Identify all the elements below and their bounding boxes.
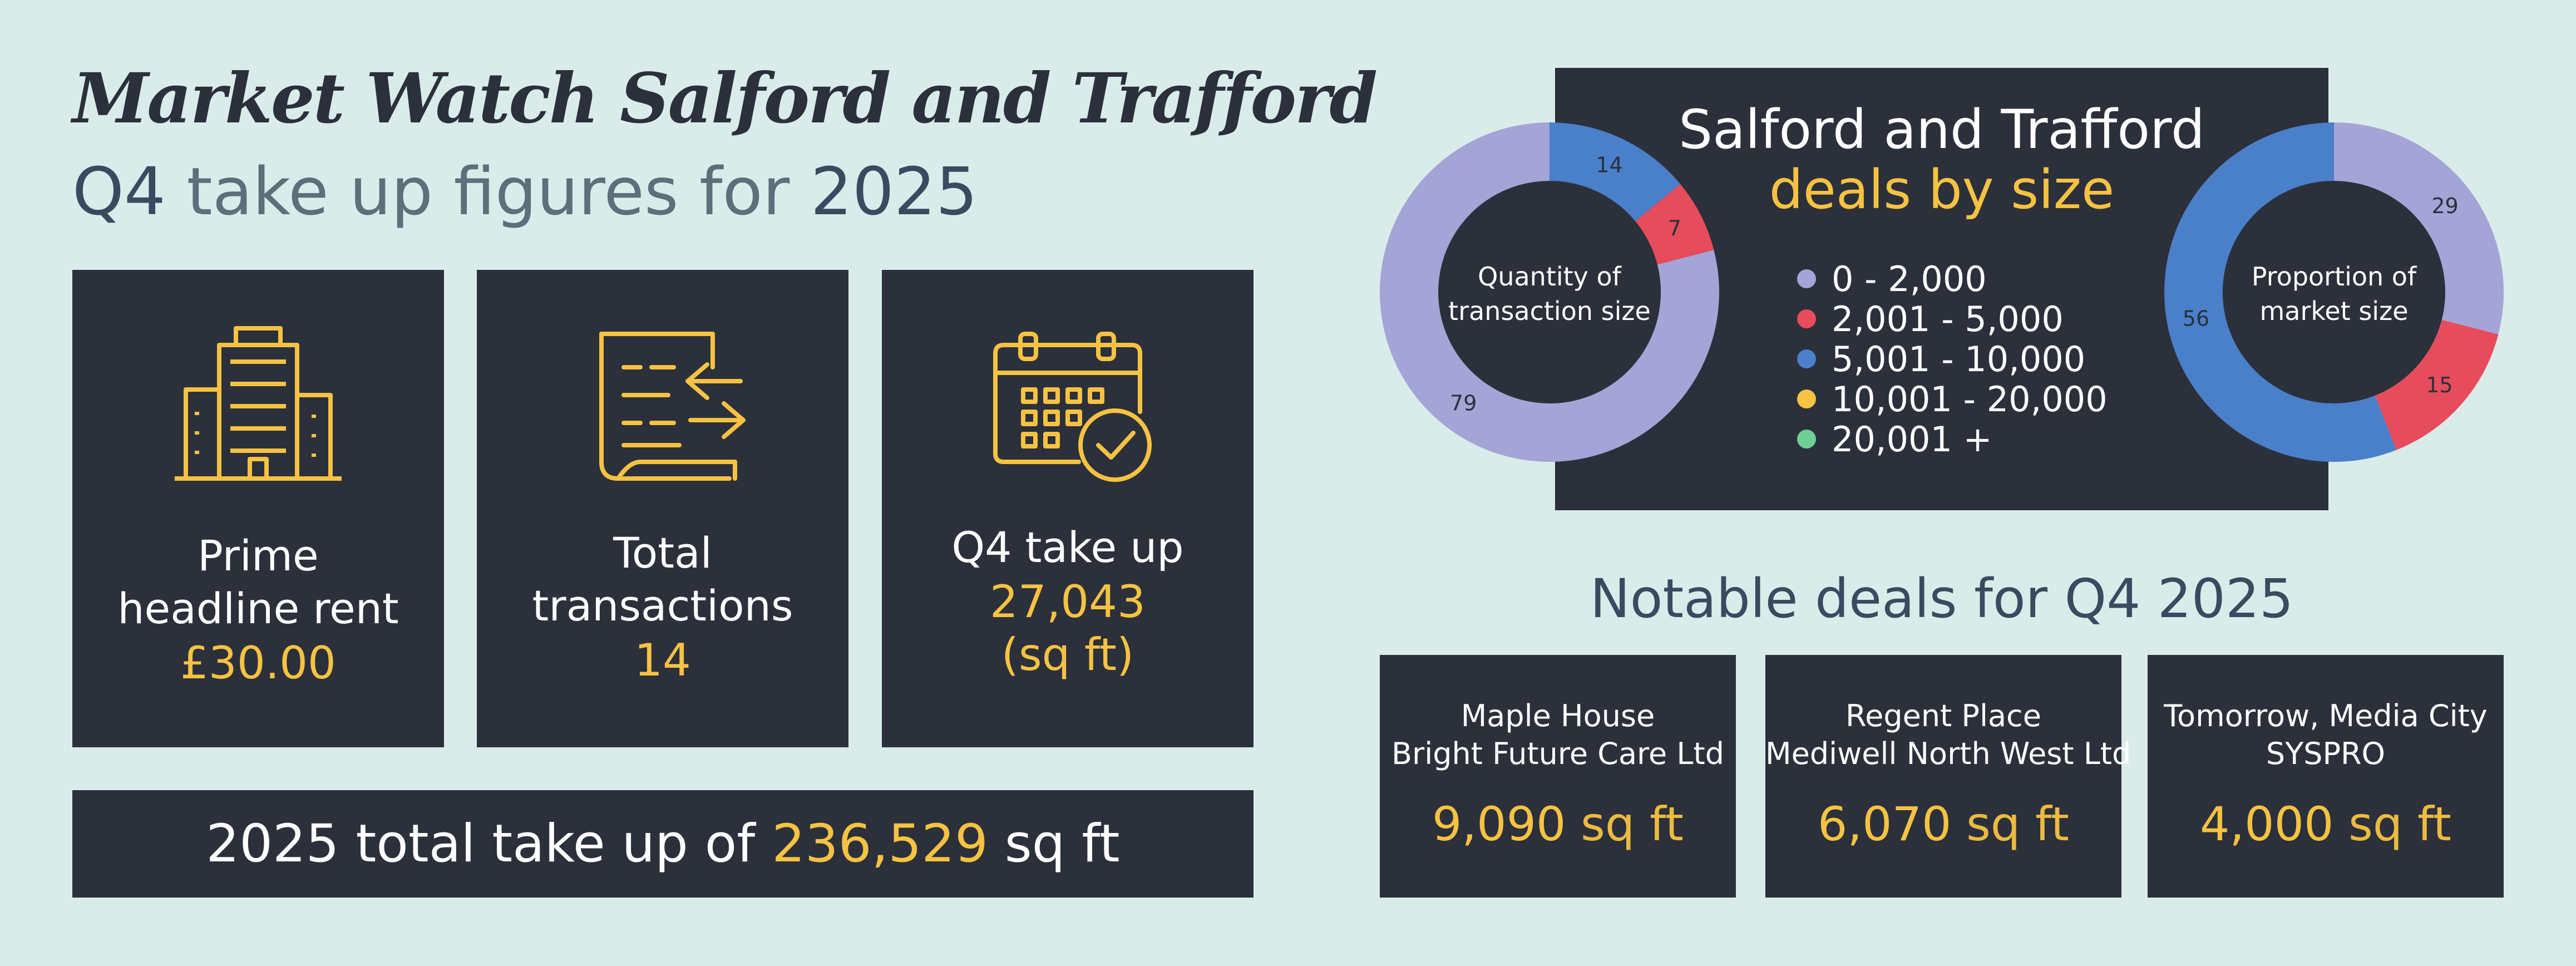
page-title: Market Watch Salford and Trafford [72, 58, 1378, 139]
subtitle-year: 2025 [810, 153, 978, 230]
notable-deals-title: Notable deals for Q4 2025 [1590, 568, 2294, 630]
q4-take-up-label: Q4 take up [951, 523, 1184, 572]
size-legend: 0 - 2,000 2,001 - 5,000 5,001 - 10,000 1… [1797, 259, 2108, 460]
legend-item: 2,001 - 5,000 [1797, 299, 2108, 339]
document-transactions-icon [477, 312, 848, 501]
deals-by-size-title-line1: Salford and Trafford [1679, 98, 2205, 161]
deal-tenant: Mediwell North West Ltd [1765, 736, 2131, 771]
transactions-line1: Total [613, 528, 712, 578]
deal-size-value: 6,070 [1817, 797, 1952, 851]
prime-rent-line2: headline rent [117, 584, 399, 633]
legend-swatch [1797, 349, 1816, 368]
prime-rent-line1: Prime [198, 531, 319, 580]
notable-deal-card: Maple House Bright Future Care Ltd 9,090… [1380, 655, 1736, 898]
donut-slice [2334, 122, 2504, 334]
total-take-up-value: 236,529 [772, 814, 988, 874]
market-size-donut-chart: 29 15 56 Proportion of market size [2164, 122, 2504, 462]
legend-swatch [1797, 309, 1816, 328]
legend-label: 5,001 - 10,000 [1832, 338, 2086, 379]
deal-location: Tomorrow, Media City [2164, 698, 2488, 733]
quantity-donut-chart: 79 7 14 Quantity of transaction size [1380, 122, 1719, 462]
legend-item: 0 - 2,000 [1797, 259, 2108, 299]
total-take-up-prefix: 2025 total take up of [206, 814, 772, 874]
deal-location: Regent Place [1845, 698, 2041, 733]
deal-size-value: 9,090 [1432, 797, 1566, 851]
legend-item: 20,001 + [1797, 418, 2108, 460]
legend-swatch [1797, 269, 1816, 288]
donut-slice [1635, 184, 1714, 265]
notable-deal-card: Regent Place Mediwell North West Ltd 6,0… [1765, 655, 2131, 898]
notable-deal-card: Tomorrow, Media City SYSPRO 4,000 sq ft [2148, 655, 2504, 898]
donut-hole [2223, 181, 2445, 403]
q4-take-up-card: Q4 take up 27,043 (sq ft) [882, 270, 1254, 747]
donut-slice [2164, 122, 2397, 462]
donut-slice-label: 56 [2183, 306, 2209, 331]
deal-size: 9,090 sq ft [1380, 797, 1736, 851]
subtitle-quarter: Q4 [72, 153, 166, 230]
q4-take-up-unit: (sq ft) [1001, 629, 1134, 681]
deal-size-unit: sq ft [2333, 797, 2451, 851]
deal-size-unit: sq ft [1566, 797, 1684, 851]
legend-swatch [1797, 430, 1816, 448]
page-subtitle: Q4 take up figures for 2025 [72, 153, 978, 230]
total-take-up-suffix: sq ft [988, 814, 1120, 874]
transactions-line2: transactions [532, 581, 793, 630]
legend-item: 10,001 - 20,000 [1797, 378, 2108, 420]
legend-label: 10,001 - 20,000 [1832, 378, 2108, 420]
legend-label: 0 - 2,000 [1832, 258, 1987, 299]
deal-size-unit: sq ft [1951, 797, 2069, 851]
donut-hole [1438, 181, 1661, 403]
legend-swatch [1797, 390, 1816, 408]
subtitle-middle: take up figures for [165, 153, 811, 230]
donut-center-label: Proportion of [2252, 262, 2417, 292]
deal-tenant: SYSPRO [2266, 736, 2386, 771]
deal-location: Maple House [1460, 698, 1655, 733]
legend-item: 5,001 - 10,000 [1797, 339, 2108, 379]
donut-slice-label: 15 [2426, 373, 2452, 397]
legend-label: 20,001 + [1832, 418, 1992, 460]
donut-slice [2375, 319, 2499, 450]
office-building-icon [72, 312, 444, 501]
donut-center-label: Quantity of [1478, 262, 1622, 292]
deal-tenant: Bright Future Care Ltd [1391, 736, 1724, 771]
transactions-value: 14 [634, 634, 691, 686]
donut-slice-label: 29 [2431, 194, 2458, 218]
donut-slice-label: 14 [1596, 153, 1622, 178]
donut-slice [1380, 122, 1719, 462]
deals-by-size-title: Salford and Trafford deals by size [1555, 100, 2328, 220]
calendar-check-icon [882, 312, 1254, 501]
deals-by-size-title-line2: deals by size [1769, 158, 2115, 221]
q4-take-up-value: 27,043 [990, 576, 1146, 628]
donut-slice-label: 7 [1668, 216, 1681, 240]
prime-rent-value: £30.00 [180, 637, 336, 689]
total-transactions-card: Total transactions 14 [477, 270, 848, 747]
legend-label: 2,001 - 5,000 [1832, 298, 2064, 339]
donut-center-label: transaction size [1448, 296, 1651, 326]
donut-slice-label: 79 [1450, 391, 1477, 416]
donut-center-label: market size [2259, 296, 2408, 326]
deal-size-value: 4,000 [2199, 797, 2334, 851]
total-take-up-bar: 2025 total take up of 236,529 sq ft [72, 790, 1254, 898]
prime-rent-card: Prime headline rent £30.00 [72, 270, 444, 747]
deal-size: 4,000 sq ft [2148, 797, 2504, 851]
deal-size: 6,070 sq ft [1765, 797, 2121, 851]
donut-slice [1549, 122, 1681, 221]
